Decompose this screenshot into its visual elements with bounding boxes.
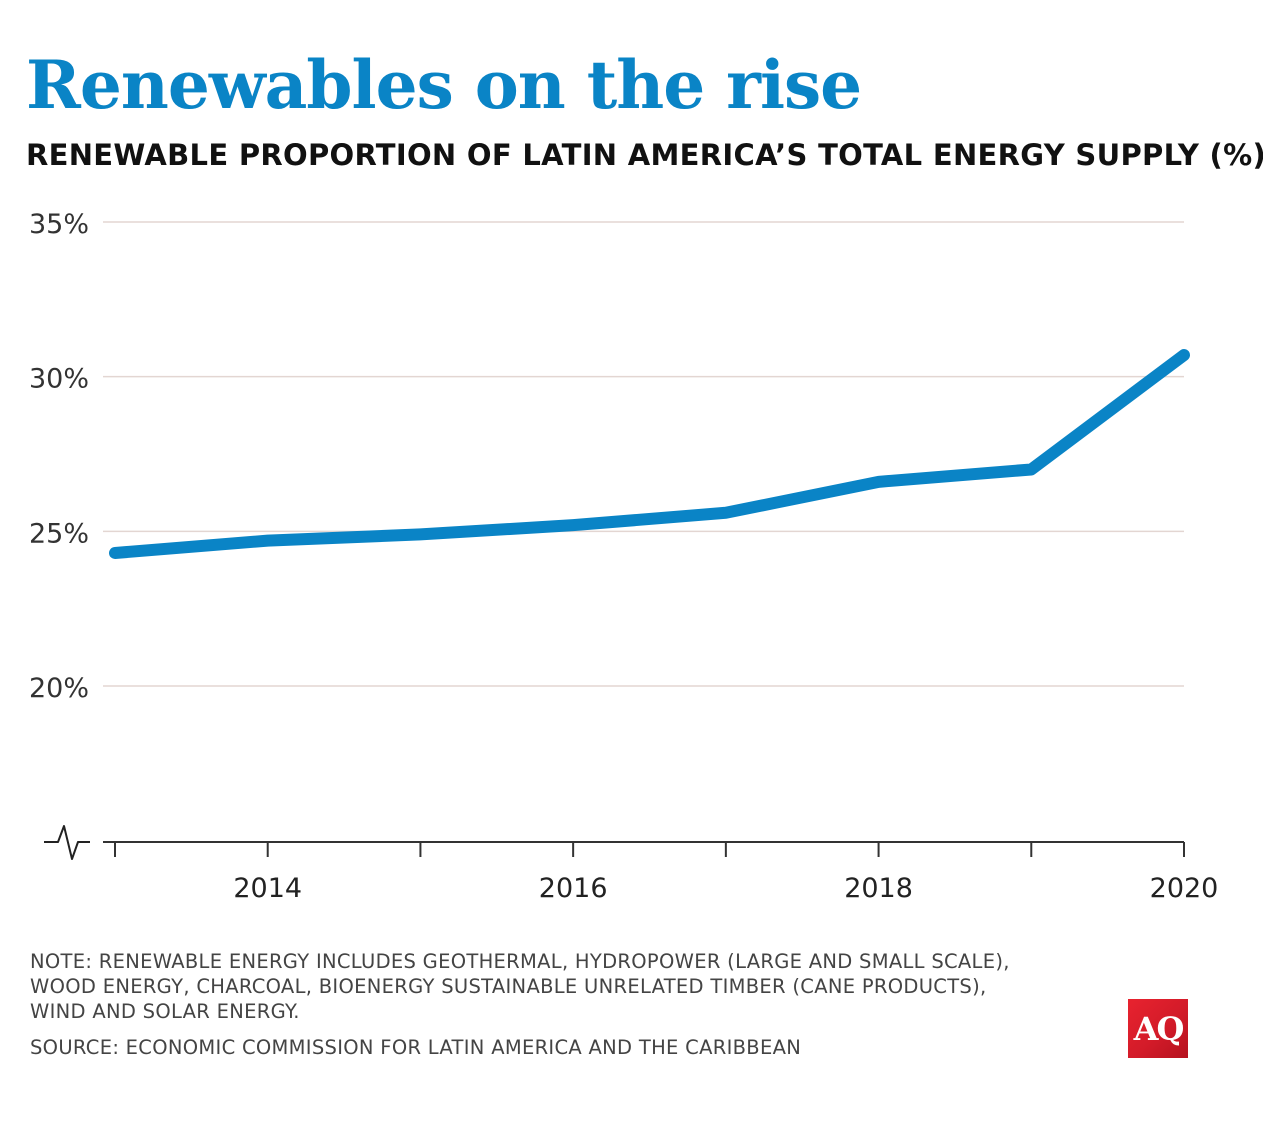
y-tick-label: 20%: [29, 673, 89, 704]
note-line: WIND AND SOLAR ENERGY.: [30, 1000, 300, 1023]
x-tick-label: 2016: [539, 873, 608, 904]
line-chart: 20% 25% 30% 35% 2014 2016 2018 2020: [29, 209, 1219, 904]
chart-source: SOURCE: ECONOMIC COMMISSION FOR LATIN AM…: [30, 1036, 802, 1059]
y-tick-label: 30%: [29, 364, 89, 395]
x-tick-label: 2020: [1150, 873, 1219, 904]
note-line: WOOD ENERGY, CHARCOAL, BIOENERGY SUSTAIN…: [30, 975, 987, 998]
chart-subtitle: RENEWABLE PROPORTION OF LATIN AMERICA’S …: [26, 138, 1263, 172]
series-line: [109, 349, 1190, 559]
x-tick-label: 2018: [844, 873, 913, 904]
axis-break-icon: [44, 825, 90, 860]
note-line: NOTE: RENEWABLE ENERGY INCLUDES GEOTHERM…: [30, 950, 1010, 973]
y-tick-label: 35%: [29, 209, 89, 240]
x-tick-label: 2014: [233, 873, 302, 904]
aq-logo: AQ: [1128, 999, 1188, 1058]
y-tick-label: 25%: [29, 518, 89, 549]
chart-title: Renewables on the rise: [26, 46, 862, 124]
chart-notes: NOTE: RENEWABLE ENERGY INCLUDES GEOTHERM…: [30, 949, 1010, 1024]
aq-logo-text: AQ: [1133, 1009, 1185, 1048]
